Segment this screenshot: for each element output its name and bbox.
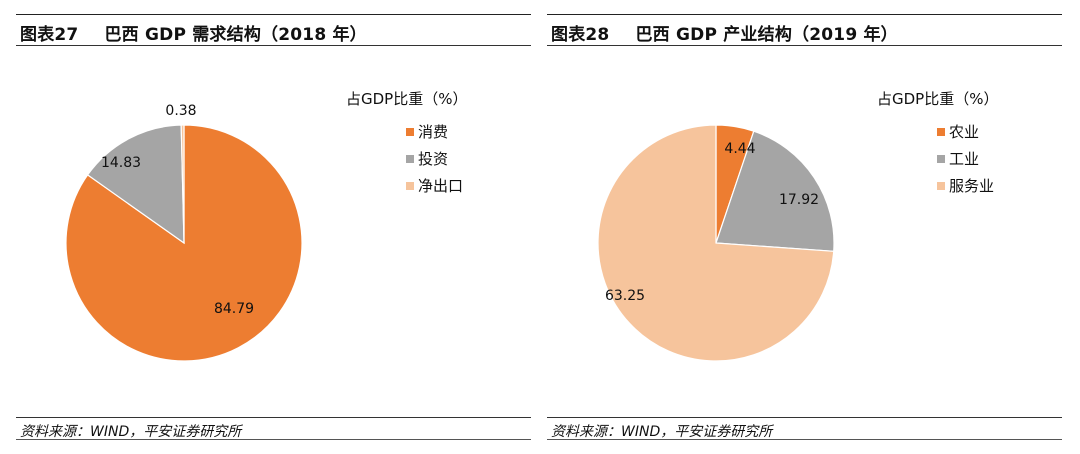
data-label: 17.92 (779, 192, 819, 208)
legend-swatch (937, 182, 945, 190)
legend-label: 服务业 (949, 177, 994, 195)
legend-swatch (406, 128, 414, 136)
data-label: 14.83 (101, 155, 141, 171)
legend-swatch (406, 182, 414, 190)
figure-title-text: 巴西 GDP 需求结构（2018 年） (104, 25, 367, 45)
data-label: 63.25 (605, 288, 645, 304)
top-rule (16, 14, 531, 15)
figure-title: 图表27 巴西 GDP 需求结构（2018 年） (20, 20, 367, 45)
source-rule (547, 417, 1062, 418)
legend-swatch (937, 155, 945, 163)
data-label: 0.38 (165, 103, 196, 119)
legend-swatch (937, 128, 945, 136)
figure-number: 图表28 (551, 25, 610, 45)
legend-label: 农业 (949, 123, 979, 141)
figure-title-text: 巴西 GDP 产业结构（2019 年） (635, 25, 898, 45)
title-rule (16, 45, 531, 46)
legend-label: 消费 (418, 123, 448, 141)
chart-subtitle: 占GDP比重（%） (346, 90, 467, 108)
legend-label: 投资 (418, 150, 448, 168)
source-note: 资料来源：WIND，平安证券研究所 (20, 424, 242, 440)
pie-slice (86, 124, 185, 245)
title-rule (547, 45, 1062, 46)
source-rule (16, 417, 531, 418)
figure-title: 图表28 巴西 GDP 产业结构（2019 年） (551, 20, 898, 45)
data-label: 84.79 (214, 301, 254, 317)
legend-swatch (406, 155, 414, 163)
legend-label: 工业 (949, 150, 979, 168)
bottom-rule (16, 439, 531, 440)
top-rule (547, 14, 1062, 15)
pie-slice (180, 124, 185, 244)
bottom-rule (547, 439, 1062, 440)
figure-number: 图表27 (20, 25, 79, 45)
pie-slice (715, 130, 835, 252)
chart-subtitle: 占GDP比重（%） (877, 90, 998, 108)
data-label: 4.44 (724, 141, 755, 157)
pie-slice (65, 124, 303, 362)
chart-panel-demand: 图表27 巴西 GDP 需求结构（2018 年） 84.79 14.83 0.38 占G… (16, 0, 531, 454)
source-note: 资料来源：WIND，平安证券研究所 (551, 424, 773, 440)
legend-label: 净出口 (418, 177, 463, 195)
chart-panel-industry: 图表28 巴西 GDP 产业结构（2019 年） 4.44 17.92 63.25 占G… (547, 0, 1062, 454)
pie-slice (597, 124, 835, 362)
